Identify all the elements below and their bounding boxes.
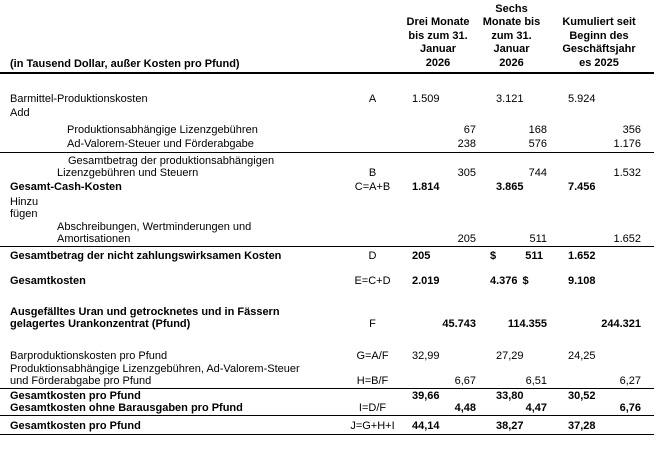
row-ref: J=G+H+I [350,420,395,432]
row-label: Gesamtkosten [10,275,86,287]
row-label: Gesamt-Cash-Kosten [10,181,122,193]
row-lizenzgebuehren-pro-pfund: Produktionsabhängige Lizenzgebühren, Ad-… [0,363,654,389]
row-gesamtkosten: Gesamtkosten E=C+D 2.019 4.376 $ 9.108 [0,275,654,287]
row-label: Produktionsabhängige Lizenzgebühren [67,124,258,136]
header-col-three-months: Drei Monate bis zum 31. Januar 2026 [406,16,470,69]
cell-value: 205 [457,233,476,245]
cell-value: 1.509 [412,93,440,105]
cell-value: 32,99 [412,350,440,362]
cell-value: 6,51 [525,375,547,387]
row-label: Gesamtbetrag der nicht zahlungswirksamen… [10,250,282,262]
cell-value: 1.176 [613,138,641,150]
row-label: Abschreibungen, Wertminderungen und Amor… [57,221,252,245]
row-ref: C=A+B [354,181,391,193]
cell-value: 3.865 [496,181,524,193]
cell-value: 305 [457,167,476,179]
table-title: (in Tausend Dollar, außer Kosten pro Pfu… [10,58,240,70]
row-label: Gesamtkosten ohne Barausgaben pro Pfund [10,402,243,414]
row-ref: E=C+D [354,275,391,287]
cell-value: 33,80 [496,390,524,402]
row-barproduktionskosten-pro-pfund: Barproduktionskosten pro Pfund G=A/F 32,… [0,350,654,362]
row-label: Gesamtkosten pro Pfund [10,420,141,432]
cell-value: 6,27 [619,375,641,387]
row-gesamtkosten-pro-pfund-total: Gesamtkosten pro Pfund J=G+H+I 44,14 38,… [0,420,654,435]
header-col-six-months: Sechs Monate bis zum 31. Januar 2026 [482,2,541,69]
cell-value: 3.121 [496,93,524,105]
row-gesamtbetrag-lizenzgebuehren-steuern: Gesamtbetrag der produktionsabhängigen L… [0,155,654,179]
currency-symbol: $ [490,250,497,262]
row-ref: H=B/F [356,375,389,387]
row-produktionsabhaengige-lizenzgebuehren: Produktionsabhängige Lizenzgebühren 67 1… [0,124,654,136]
row-hinzu-fuegen: Hinzu fügen [0,196,654,220]
cell-value: 205 [412,250,431,262]
row-ref: F [369,318,376,330]
cell-number: 511 [525,250,543,262]
cell-value: 6,76 [619,402,641,414]
cell-value: 238 [457,138,476,150]
cell-value: 44,14 [412,420,440,432]
cell-number: 4.376 [490,275,518,287]
cell-value: 9.108 [568,275,596,287]
cell-value: 5.924 [568,93,596,105]
cell-value: 45.743 [442,318,476,330]
row-label: Ausgefälltes Uran und getrocknetes und i… [10,306,280,330]
header-col-cumulative: Kumuliert seit Beginn des Geschäftsjahr … [562,16,636,69]
cell-value: 30,52 [568,390,596,402]
cell-value: 1.532 [613,167,641,179]
row-label: Barproduktionskosten pro Pfund [10,350,168,362]
row-abschreibungen: Abschreibungen, Wertminderungen und Amor… [0,221,654,247]
cell-value: 4,48 [454,402,476,414]
cell-value: 2.019 [412,275,440,287]
cell-value: 244.321 [601,318,641,330]
cell-value: 1.652 [568,250,596,262]
row-ref: D [368,250,377,262]
row-label: Add [10,107,30,119]
cell-value: 1.652 [613,233,641,245]
cell-value: 4,47 [525,402,547,414]
cell-value: 114.355 [507,318,547,330]
row-urankonzentrat-pfund: Ausgefälltes Uran und getrocknetes und i… [0,306,654,330]
currency-symbol: $ [522,275,529,287]
row-ref: B [368,167,377,179]
cell-value: 39,66 [412,390,440,402]
cell-value: 7.456 [568,181,596,193]
row-gesamtkosten-ohne-barausgaben: Gesamtkosten ohne Barausgaben pro Pfund … [0,402,654,416]
row-label: Gesamtkosten pro Pfund [10,390,141,402]
cell-value: 24,25 [568,350,596,362]
cell-value: 1.814 [412,181,440,193]
row-gesamt-cash-kosten: Gesamt-Cash-Kosten C=A+B 1.814 3.865 7.4… [0,181,654,193]
row-ad-valorem-steuer: Ad-Valorem-Steuer und Förderabgabe 238 5… [0,138,654,153]
cell-value: 511 [529,233,547,245]
cell-value: 67 [463,124,476,136]
cell-value: 6,67 [454,375,476,387]
cell-value: 744 [528,167,547,179]
row-ref: A [368,93,377,105]
cell-value: 4.376 $ [476,275,547,287]
cell-value: 37,28 [568,420,596,432]
row-add: Add [0,107,654,119]
cell-value: 38,27 [496,420,524,432]
cell-value: 27,29 [496,350,524,362]
row-barmittel-produktionskosten: Barmittel-Produktionskosten A 1.509 3.12… [0,93,654,105]
row-gesamtkosten-pro-pfund-cash: Gesamtkosten pro Pfund 39,66 33,80 30,52 [0,390,654,402]
row-gesamtbetrag-nicht-zahlungswirksam: Gesamtbetrag der nicht zahlungswirksamen… [0,250,654,262]
cell-value: 356 [622,124,641,136]
row-label: Barmittel-Produktionskosten [10,93,148,105]
row-label: Hinzu fügen [10,196,39,220]
row-ref: G=A/F [356,350,389,362]
row-ref: I=D/F [358,402,387,414]
row-label: Produktionsabhängige Lizenzgebühren, Ad-… [10,363,300,387]
row-label: Ad-Valorem-Steuer und Förderabgabe [67,138,254,150]
cell-value: 168 [528,124,547,136]
row-label: Gesamtbetrag der produktionsabhängigen L… [57,155,275,179]
cell-value: 576 [528,138,547,150]
table-header: (in Tausend Dollar, außer Kosten pro Pfu… [0,0,654,74]
cell-value: $ 511 [476,250,547,262]
